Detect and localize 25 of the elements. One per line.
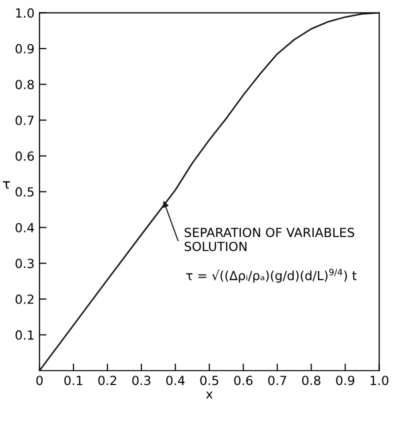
x-tick-label: 0.3 xyxy=(132,376,150,386)
y-tick-label: 0.2 xyxy=(16,294,34,304)
x-axis-title: x xyxy=(206,392,213,398)
y-tick-label: 0.1 xyxy=(16,330,34,340)
annotation: SEPARATION OF VARIABLES SOLUTION xyxy=(184,228,354,252)
x-tick-label: 1.0 xyxy=(370,376,388,386)
x-tick-label: 0.1 xyxy=(64,376,82,386)
x-tick-label: 0.7 xyxy=(268,376,286,386)
y-tick-label: 0.8 xyxy=(16,80,34,90)
x-tick-label: 0.2 xyxy=(98,376,116,386)
y-tick-label: 0.3 xyxy=(16,258,34,268)
y-axis-title: τ xyxy=(2,181,10,189)
x-tick-label: 0.8 xyxy=(302,376,320,386)
x-tick-label: 0.6 xyxy=(234,376,252,386)
x-tick-label: 0 xyxy=(36,376,43,386)
x-tick-label: 0.9 xyxy=(336,376,354,386)
x-tick-label: 0.4 xyxy=(166,376,185,386)
y-tick-label: 0.5 xyxy=(16,187,34,197)
y-tick-label: 0.9 xyxy=(16,44,34,54)
annotation: τ = √((Δρᵢ/ρₐ)(g/d)(d/L)$^{9/4}$) t xyxy=(186,268,357,283)
x-tick-label: 0.5 xyxy=(200,376,218,386)
y-tick-label: 0.6 xyxy=(16,151,34,161)
y-tick-label: 0.4 xyxy=(16,222,34,232)
y-tick-label: 0.7 xyxy=(16,116,34,126)
y-tick-label: 1.0 xyxy=(16,8,34,18)
